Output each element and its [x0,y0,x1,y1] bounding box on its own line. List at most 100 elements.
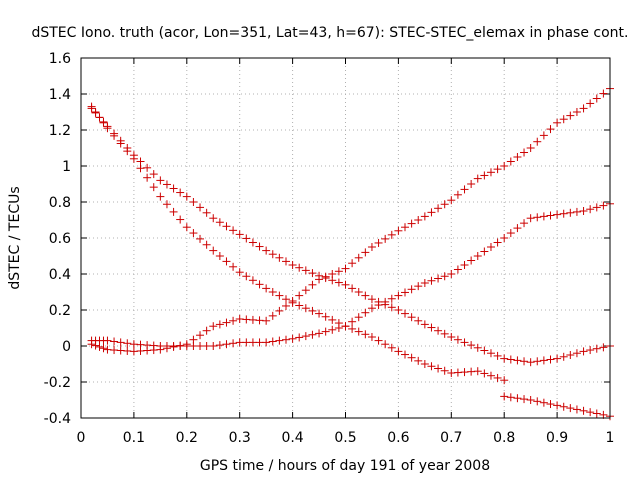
data-point [381,234,390,243]
data-point [533,397,542,406]
y-tick-label: -0.4 [44,411,71,427]
data-point [473,252,482,260]
data-point [513,394,522,403]
data-point [381,340,390,349]
data-point [599,89,608,98]
data-point [169,207,178,216]
y-tick-label: 1.4 [49,87,71,103]
data-point [387,294,396,303]
data-point [202,208,211,217]
data-point [513,153,522,161]
data-point [566,404,575,413]
data-point [506,157,515,166]
data-point [394,226,403,235]
data-point [229,339,238,348]
data-point [592,344,601,353]
data-point [434,274,443,283]
data-point [222,318,231,327]
data-point [401,309,410,318]
data-point [248,238,257,247]
data-point [242,234,251,243]
data-point [288,334,297,343]
data-point [321,272,330,281]
data-point [480,346,489,355]
data-point [169,184,178,193]
data-point [572,108,581,116]
data-point [315,329,324,338]
data-point [579,104,588,113]
data-point [281,295,290,304]
data-point [215,252,224,260]
data-point [361,308,370,317]
data-point [520,357,529,366]
data-point [414,216,423,224]
data-point [526,358,535,367]
data-point [440,200,449,209]
data-point [586,205,595,214]
y-tick-label: 0.2 [49,303,71,319]
data-point [176,215,185,224]
data-point [506,355,515,364]
data-point [143,163,152,172]
gridlines [81,58,610,418]
data-point [526,396,535,404]
data-point [374,336,383,345]
data-point [566,208,575,217]
data-point [275,306,284,315]
data-point [189,229,198,238]
data-point [176,188,185,197]
data-point [215,320,224,329]
data-point [123,339,132,348]
data-point [434,326,443,335]
data-point [308,269,317,278]
data-point [407,353,416,362]
data-point [467,180,476,188]
data-point [387,303,396,312]
data-point [447,196,456,205]
data-point [295,291,304,300]
data-point [599,201,608,210]
x-tick-label: 0.4 [281,430,303,446]
data-point [520,395,529,404]
data-point [143,173,152,182]
data-point [275,336,284,345]
data-point [110,129,119,138]
data-point [553,210,562,219]
data-point [136,157,145,166]
x-tick-label: 0 [77,430,86,446]
data-point [196,203,205,212]
data-point [500,234,509,242]
x-tick-label: 0.5 [334,430,356,446]
data-point [453,190,462,199]
data-point [579,347,588,356]
data-point [493,351,502,360]
data-point [156,192,165,201]
data-point [506,229,515,238]
data-point [110,337,119,346]
data-point [407,313,416,322]
data-point [420,212,429,221]
data-point [394,291,403,300]
data-point [374,301,383,310]
data-point [123,144,132,152]
data-point [149,170,158,179]
data-point [447,333,456,341]
plot-frame [80,57,611,419]
data-point [321,327,330,336]
y-tick-label: 1.2 [49,123,71,139]
data-point [262,338,271,347]
x-tick-label: 0.9 [546,430,568,446]
data-point [453,335,462,344]
data-point [334,278,343,287]
data-point [229,226,238,235]
data-point [447,270,456,278]
data-point [473,174,482,183]
data-point [182,223,191,232]
data-point [229,262,238,271]
data-point [215,218,224,227]
data-point [434,364,443,373]
y-tick-label: 0.8 [49,195,71,211]
data-point [526,144,535,152]
data-point [328,315,337,324]
data-point [361,330,370,339]
